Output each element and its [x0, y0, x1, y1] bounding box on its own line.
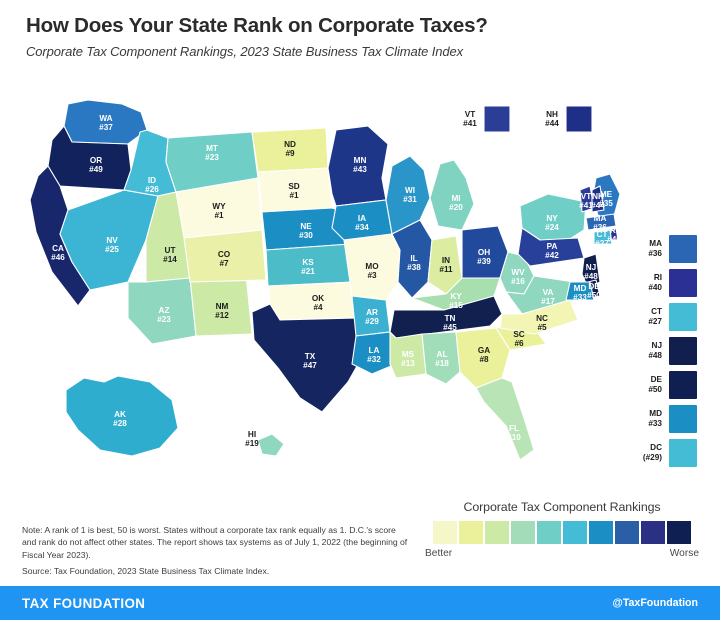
footer-bar: TAX FOUNDATION @TaxFoundation [0, 586, 720, 620]
us-choropleth-map: WA #37 OR #49 CA #46 NV #25 ID #26 MT #23 WY #1 UT #14 A… [0, 82, 640, 492]
state-nh[interactable] [591, 185, 605, 213]
legend-swatch-2 [459, 521, 483, 544]
legend-title: Corporate Tax Component Rankings [463, 500, 661, 514]
state-mn[interactable] [327, 125, 389, 207]
state-rank-hi: #19 [245, 439, 259, 448]
state-in[interactable] [427, 235, 463, 295]
state-callout-rank-vt: #41 [463, 119, 477, 128]
state-callout-box-vt[interactable] [483, 105, 511, 133]
side-state-dc: DC (#29) [624, 436, 720, 470]
color-scale-legend: Corporate Tax Component Rankings Better … [424, 500, 700, 559]
side-state-label: NJ #48 [648, 340, 662, 360]
state-la[interactable] [351, 331, 397, 375]
legend-swatches [424, 521, 700, 544]
state-callout-label-vt: VT [465, 110, 475, 119]
state-sd[interactable] [257, 167, 333, 213]
state-ar[interactable] [351, 295, 391, 337]
legend-swatch-10 [667, 521, 691, 544]
state-tx[interactable] [251, 303, 367, 413]
state-oh[interactable] [461, 225, 509, 279]
state-label-hi: HI [248, 430, 256, 439]
state-az[interactable] [127, 277, 197, 345]
legend-swatch-6 [563, 521, 587, 544]
state-md[interactable] [565, 281, 595, 301]
header: How Does Your State Rank on Corporate Ta… [26, 14, 686, 59]
state-nc[interactable] [499, 299, 579, 335]
state-callout-label-nh: NH [546, 110, 558, 119]
side-state-swatch [669, 371, 697, 399]
side-state-label: RI #40 [648, 272, 662, 292]
side-state-label: DC (#29) [642, 442, 662, 462]
side-state-ct: CT #27 [624, 300, 720, 334]
state-ca[interactable] [29, 165, 91, 307]
legend-worse-label: Worse [669, 548, 699, 559]
note-text: Note: A rank of 1 is best, 50 is worst. … [22, 525, 408, 560]
side-state-ma: MA #36 [624, 232, 720, 266]
legend-swatch-4 [511, 521, 535, 544]
state-al[interactable] [421, 331, 461, 385]
page-subtitle: Corporate Tax Component Rankings, 2023 S… [26, 43, 464, 59]
state-callout-rank-nh: #44 [545, 119, 559, 128]
state-ia[interactable] [331, 199, 393, 241]
state-nd[interactable] [251, 127, 329, 173]
small-states-legend-list: MA #36 RI #40 CT #27 NJ #48 DE #50 MD #33 DC (#29) [624, 232, 720, 470]
side-state-swatch [669, 269, 697, 297]
state-mi[interactable] [429, 159, 475, 231]
state-nm[interactable] [189, 273, 253, 337]
state-ct[interactable] [593, 229, 613, 245]
side-state-label: DE #50 [648, 374, 662, 394]
side-state-ri: RI #40 [624, 266, 720, 300]
state-ms[interactable] [389, 331, 427, 379]
state-callout-box-nh[interactable] [565, 105, 593, 133]
side-state-label: MD #33 [648, 408, 662, 428]
state-ks[interactable] [265, 243, 353, 287]
legend-swatch-5 [537, 521, 561, 544]
state-hi[interactable] [257, 433, 285, 457]
side-state-swatch [669, 439, 697, 467]
side-state-swatch [669, 235, 697, 263]
map-svg: WA#37OR#49CA#46NV#25ID#26MT#23WY#1UT#14A… [29, 99, 621, 461]
page-title: How Does Your State Rank on Corporate Ta… [26, 14, 488, 37]
legend-swatch-8 [615, 521, 639, 544]
legend-swatch-1 [433, 521, 457, 544]
state-wi[interactable] [385, 155, 431, 235]
state-co[interactable] [183, 229, 267, 283]
side-state-label: CT #27 [648, 306, 662, 326]
side-state-label: MA #36 [648, 238, 662, 258]
social-handle[interactable]: @TaxFoundation [612, 597, 698, 609]
state-ma[interactable] [585, 213, 617, 231]
source-text: Source: Tax Foundation, 2023 State Busin… [22, 566, 270, 577]
legend-swatch-9 [641, 521, 665, 544]
side-state-swatch [669, 303, 697, 331]
state-ak[interactable] [65, 375, 179, 457]
side-state-md: MD #33 [624, 402, 720, 436]
side-state-nj: NJ #48 [624, 334, 720, 368]
brand-name: TAX FOUNDATION [22, 595, 146, 611]
side-state-swatch [669, 405, 697, 433]
legend-swatch-7 [589, 521, 613, 544]
state-fl[interactable] [475, 377, 535, 461]
legend-swatch-3 [485, 521, 509, 544]
state-wa[interactable] [63, 99, 148, 145]
legend-endpoints: Better Worse [424, 548, 700, 559]
side-state-swatch [669, 337, 697, 365]
state-il[interactable] [391, 219, 433, 299]
notes-block: Note: A rank of 1 is best, 50 is worst. … [22, 524, 412, 578]
state-mo[interactable] [343, 233, 401, 301]
side-state-de: DE #50 [624, 368, 720, 402]
legend-better-label: Better [425, 548, 453, 559]
state-ok[interactable] [267, 281, 361, 321]
